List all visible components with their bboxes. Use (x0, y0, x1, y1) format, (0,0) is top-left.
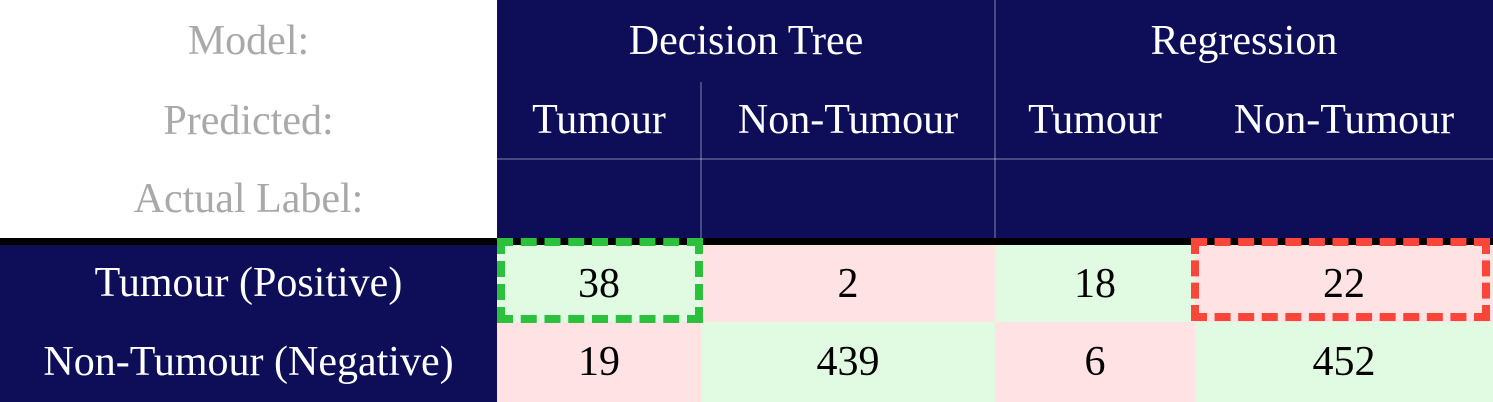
cell-dt-non-tumour-actual-negative: 439 (701, 322, 995, 402)
corner-predicted-label: Predicted: (163, 98, 334, 144)
cell-reg-tumour-actual-negative: 6 (995, 322, 1195, 402)
divider-below-predicted-row (497, 158, 1493, 160)
column-header-reg-tumour: Tumour (1028, 97, 1162, 143)
row-label-tumour-positive: Tumour (Positive) (94, 260, 403, 306)
column-header-reg-non-tumour: Non-Tumour (1233, 97, 1455, 143)
divider-between-model-groups (994, 0, 996, 238)
separator-line (0, 238, 1493, 245)
column-header-dt-tumour: Tumour (532, 97, 666, 143)
cell-dt-tumour-actual-negative: 19 (497, 322, 701, 402)
row-label-non-tumour-negative: Non-Tumour (Negative) (43, 339, 454, 385)
cell-reg-tumour-actual-positive: 18 (995, 245, 1195, 322)
cell-dt-tumour-actual-positive: 38 (497, 245, 701, 322)
cell-reg-non-tumour-actual-positive: 22 (1195, 245, 1493, 322)
corner-actual-label: Actual Label: (133, 176, 364, 222)
cell-reg-non-tumour-actual-negative: 452 (1195, 322, 1493, 402)
model-group-header-decision-tree: Decision Tree (628, 18, 864, 64)
column-header-dt-non-tumour: Non-Tumour (737, 97, 959, 143)
divider-dt-tumour-columns (700, 82, 702, 238)
table-header-background (497, 0, 1493, 238)
green-dashed-highlight-box (497, 238, 703, 323)
model-group-header-regression: Regression (1150, 18, 1338, 64)
cell-dt-non-tumour-actual-positive: 2 (701, 245, 995, 322)
row-header-background (0, 245, 497, 402)
corner-model-label: Model: (187, 18, 310, 64)
red-dashed-highlight-box (1191, 238, 1490, 321)
